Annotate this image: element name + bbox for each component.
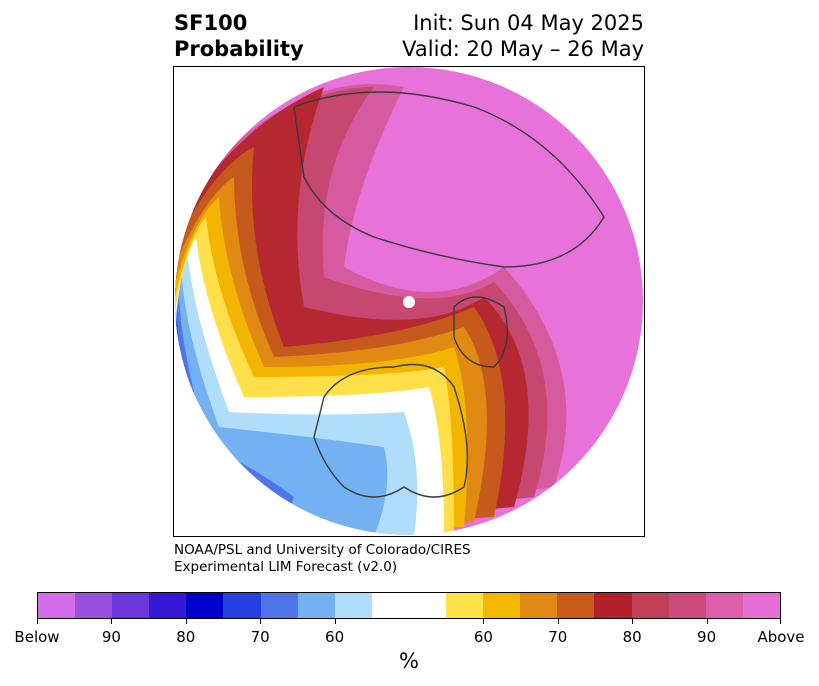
- colorbar-swatch-12: [483, 593, 521, 618]
- colorbar-swatch-6: [260, 593, 298, 618]
- colorbar-tick-3: [260, 619, 262, 624]
- colorbar-label-4: 60: [325, 628, 345, 646]
- colorbar-swatch-1: [75, 593, 113, 618]
- probability-colorbar: [37, 592, 781, 619]
- valid-range: Valid: 20 May – 26 May: [402, 37, 644, 61]
- colorbar-swatch-16: [631, 593, 669, 618]
- colorbar-swatch-15: [594, 593, 632, 618]
- colorbar-label-2: 80: [176, 628, 196, 646]
- coastline-north-america: [313, 363, 469, 498]
- coastline-eurasia: [293, 91, 605, 268]
- credit-line-1: NOAA/PSL and University of Colorado/CIRE…: [174, 542, 471, 558]
- title-field-type: Probability: [174, 37, 304, 61]
- colorbar-swatch-13: [520, 593, 558, 618]
- colorbar-swatch-18: [705, 593, 743, 618]
- credit-line-2: Experimental LIM Forecast (v2.0): [174, 559, 398, 575]
- title-left: SF100 Probability: [174, 10, 304, 62]
- credit: NOAA/PSL and University of Colorado/CIRE…: [174, 542, 471, 576]
- title-right: Init: Sun 04 May 2025 Valid: 20 May – 26…: [402, 10, 644, 62]
- colorbar-label-8: 90: [697, 628, 717, 646]
- colorbar-swatch-0: [38, 593, 76, 618]
- colorbar-swatch-17: [668, 593, 706, 618]
- forecast-map: [175, 67, 643, 535]
- colorbar-label-9: Above: [757, 628, 805, 646]
- colorbar-swatch-3: [149, 593, 187, 618]
- title-field-name: SF100: [174, 11, 248, 35]
- colorbar-tick-6: [557, 619, 559, 624]
- colorbar-tick-0: [37, 619, 38, 624]
- colorbar-tick-8: [706, 619, 708, 624]
- colorbar-swatch-9: [371, 593, 409, 618]
- colorbar-swatch-14: [557, 593, 595, 618]
- colorbar-unit: %: [399, 649, 419, 673]
- colorbar-tick-4: [334, 619, 336, 624]
- colorbar-swatch-19: [742, 593, 780, 618]
- colorbar-label-7: 80: [622, 628, 642, 646]
- init-date: Init: Sun 04 May 2025: [413, 11, 644, 35]
- colorbar-label-0: Below: [14, 628, 60, 646]
- colorbar-tick-1: [111, 619, 113, 624]
- map-frame: [173, 66, 645, 537]
- coastline-greenland: [453, 296, 509, 368]
- colorbar-label-5: 60: [473, 628, 493, 646]
- colorbar-swatch-2: [112, 593, 150, 618]
- colorbar-swatch-5: [223, 593, 261, 618]
- colorbar-label-6: 70: [548, 628, 568, 646]
- colorbar-swatch-4: [186, 593, 224, 618]
- colorbar-tick-5: [483, 619, 485, 624]
- colorbar-label-3: 70: [250, 628, 270, 646]
- colorbar-swatch-11: [446, 593, 484, 618]
- colorbar-tick-7: [632, 619, 634, 624]
- colorbar-swatch-10: [408, 593, 447, 618]
- colorbar-tick-2: [185, 619, 187, 624]
- colorbar-swatch-7: [297, 593, 335, 618]
- colorbar-tick-9: [780, 619, 781, 624]
- north-pole-marker: [403, 296, 415, 308]
- colorbar-label-1: 90: [101, 628, 121, 646]
- colorbar-swatch-8: [334, 593, 372, 618]
